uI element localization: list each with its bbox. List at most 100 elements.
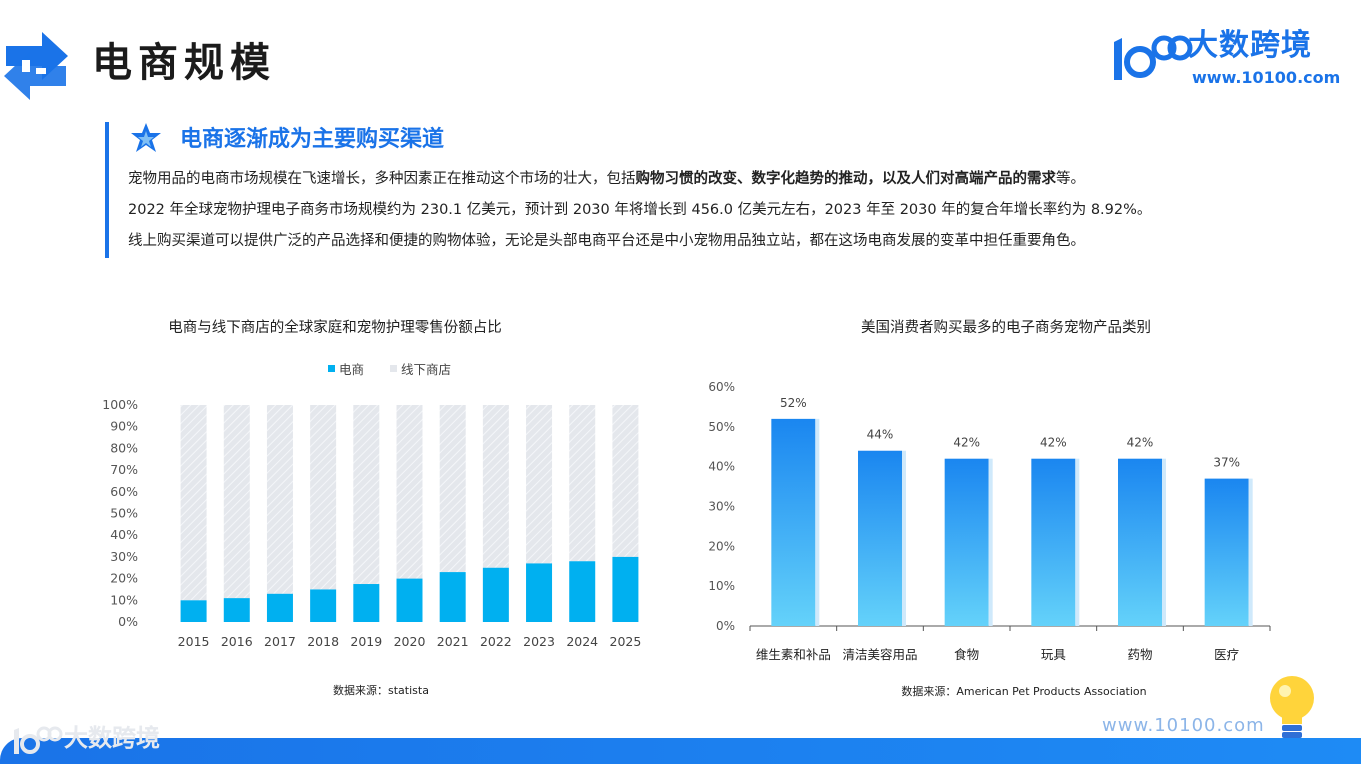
y-tick-label: 30%: [110, 549, 138, 564]
bar-ecommerce-2017: [266, 593, 293, 622]
bar-ecommerce-2015: [180, 600, 207, 622]
bar-玩具: [1031, 458, 1076, 626]
bar-side-玩具: [1075, 458, 1080, 626]
bar-食物: [944, 458, 989, 626]
star-icon: [131, 123, 161, 152]
y-tick-label: 20%: [708, 539, 735, 553]
bar-维生素和补品: [771, 418, 816, 626]
x-tick-label: 2020: [394, 634, 426, 649]
y-tick-label: 70%: [110, 462, 138, 477]
section-title: 电商逐渐成为主要购买渠道: [180, 127, 445, 152]
legend-swatch-1: [328, 365, 335, 372]
lightbulb-icon: [1270, 676, 1314, 738]
data-label: 52%: [780, 396, 807, 410]
bar-offline-2016: [223, 405, 250, 599]
bar-ecommerce-2022: [482, 567, 509, 622]
x-tick-label: 玩具: [1041, 647, 1067, 662]
x-tick-label: 2016: [221, 634, 253, 649]
x-tick-label: 2021: [437, 634, 469, 649]
legend-label-2: 线下商店: [401, 362, 451, 377]
section-accent-bar: [105, 122, 109, 258]
bar-ecommerce-2020: [396, 578, 423, 622]
y-tick-label: 10%: [110, 592, 138, 607]
paragraph-3: 线上购买渠道可以提供广泛的产品选择和便捷的购物体验，无论是头部电商平台还是中小宠…: [128, 233, 1085, 249]
p1-suffix: 等。: [1056, 171, 1085, 187]
chart1-title: 电商与线下商店的全球家庭和宠物护理零售份额占比: [168, 318, 502, 336]
chart1-source: 数据来源：statista: [333, 683, 429, 697]
y-tick-label: 0%: [118, 614, 138, 629]
watermark-name: 大数跨境: [64, 724, 160, 752]
legend-label-1: 电商: [339, 362, 364, 377]
bar-side-食物: [988, 458, 993, 626]
arrow-logo-icon: [4, 32, 68, 100]
x-tick-label: 2017: [264, 634, 296, 649]
chart-us-categories: 美国消费者购买最多的电子商务宠物产品类别 0% 10% 20% 30% 40% 50% 60%…: [708, 319, 1271, 698]
x-tick-label: 2019: [350, 634, 382, 649]
watermark-logo-icon: [14, 726, 63, 754]
x-tick-label: 2025: [610, 634, 642, 649]
legend-swatch-2: [390, 365, 397, 372]
y-tick-label: 20%: [110, 571, 138, 586]
data-label: 42%: [953, 436, 980, 450]
x-tick-label: 2015: [178, 634, 210, 649]
chart2-title: 美国消费者购买最多的电子商务宠物产品类别: [861, 319, 1151, 336]
bar-offline-2021: [439, 405, 466, 573]
x-tick-label: 2024: [566, 634, 598, 649]
data-label: 37%: [1213, 456, 1240, 470]
bar-ecommerce-2023: [526, 563, 553, 622]
y-tick-label: 60%: [708, 380, 735, 394]
bar-side-医疗: [1248, 478, 1253, 626]
bar-医疗: [1204, 478, 1249, 626]
brand-logo-icon: [1114, 35, 1193, 80]
bar-offline-2015: [180, 405, 207, 601]
x-tick-label: 清洁美容用品: [842, 647, 917, 662]
p1-text: 宠物用品的电商市场规模在飞速增长，多种因素正在推动这个市场的壮大，包括: [128, 171, 636, 187]
bar-清洁美容用品: [858, 450, 902, 626]
bar-side-药物: [1162, 458, 1166, 626]
bar-offline-2019: [353, 405, 380, 585]
bar-ecommerce-2019: [353, 584, 380, 622]
bar-offline-2022: [482, 405, 509, 568]
chart2-source: 数据来源：American Pet Products Association: [901, 684, 1146, 698]
bar-ecommerce-2016: [223, 598, 250, 622]
y-tick-label: 10%: [708, 579, 735, 593]
data-label: 44%: [867, 428, 894, 442]
y-tick-label: 90%: [110, 419, 138, 434]
bar-offline-2018: [310, 405, 337, 590]
brand-url: www.10100.com: [1192, 68, 1341, 87]
y-tick-label: 0%: [716, 619, 735, 633]
bar-ecommerce-2018: [310, 589, 337, 622]
bar-side-维生素和补品: [815, 418, 820, 626]
x-tick-label: 2018: [307, 634, 339, 649]
bar-药物: [1118, 458, 1162, 626]
brand-name: 大数跨境: [1188, 28, 1312, 63]
p1-bold-text: 购物习惯的改变、数字化趋势的推动，以及人们对高端产品的需求: [635, 171, 1057, 187]
bar-offline-2023: [526, 405, 553, 564]
y-tick-label: 80%: [110, 440, 138, 455]
bar-ecommerce-2021: [439, 572, 466, 622]
bar-offline-2024: [569, 405, 596, 562]
watermark-url: www.10100.com: [1102, 715, 1265, 736]
paragraph-2: 2022 年全球宠物护理电子商务市场规模约为 230.1 亿美元，预计到 203…: [128, 202, 1152, 218]
data-label: 42%: [1040, 436, 1067, 450]
bar-ecommerce-2024: [569, 561, 596, 622]
y-tick-label: 100%: [102, 397, 138, 412]
y-tick-label: 60%: [110, 484, 138, 499]
y-tick-label: 50%: [110, 506, 138, 521]
bar-offline-2025: [612, 405, 639, 557]
y-tick-label: 40%: [708, 460, 735, 474]
bar-side-清洁美容用品: [902, 450, 906, 626]
paragraph-1: 宠物用品的电商市场规模在飞速增长，多种因素正在推动这个市场的壮大，包括购物习惯的…: [128, 168, 1085, 190]
footer-bar: [0, 738, 1361, 764]
bar-ecommerce-2025: [612, 556, 639, 622]
x-tick-label: 2022: [480, 634, 512, 649]
x-tick-label: 维生素和补品: [756, 647, 831, 662]
y-tick-label: 30%: [708, 500, 735, 514]
x-tick-label: 食物: [954, 647, 979, 662]
y-tick-label: 50%: [708, 420, 735, 434]
data-label: 42%: [1127, 436, 1154, 450]
bar-offline-2017: [266, 405, 293, 594]
x-tick-label: 医疗: [1214, 647, 1239, 662]
x-tick-label: 2023: [523, 634, 555, 649]
